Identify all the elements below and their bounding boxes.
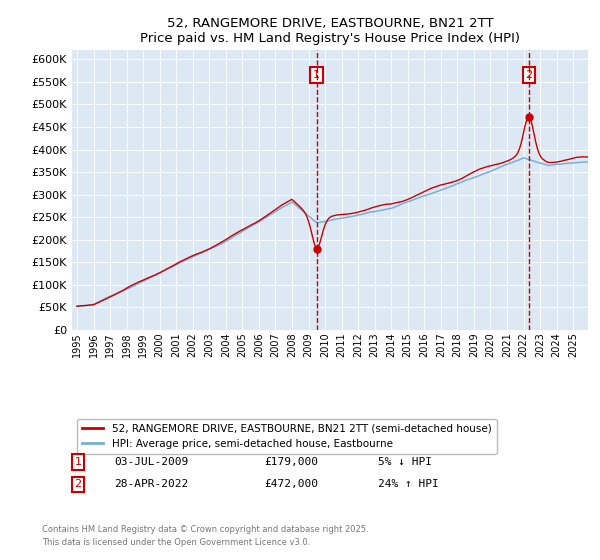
Text: £472,000: £472,000 xyxy=(264,479,318,489)
Text: 5% ↓ HPI: 5% ↓ HPI xyxy=(378,457,432,467)
Text: 1: 1 xyxy=(74,457,82,467)
Text: 28-APR-2022: 28-APR-2022 xyxy=(114,479,188,489)
Text: This data is licensed under the Open Government Licence v3.0.: This data is licensed under the Open Gov… xyxy=(42,538,310,547)
Text: 2: 2 xyxy=(526,70,533,80)
Text: 24% ↑ HPI: 24% ↑ HPI xyxy=(378,479,439,489)
Legend: 52, RANGEMORE DRIVE, EASTBOURNE, BN21 2TT (semi-detached house), HPI: Average pr: 52, RANGEMORE DRIVE, EASTBOURNE, BN21 2T… xyxy=(77,419,497,454)
Text: £179,000: £179,000 xyxy=(264,457,318,467)
Title: 52, RANGEMORE DRIVE, EASTBOURNE, BN21 2TT
Price paid vs. HM Land Registry's Hous: 52, RANGEMORE DRIVE, EASTBOURNE, BN21 2T… xyxy=(140,17,520,45)
Text: Contains HM Land Registry data © Crown copyright and database right 2025.: Contains HM Land Registry data © Crown c… xyxy=(42,525,368,534)
Text: 03-JUL-2009: 03-JUL-2009 xyxy=(114,457,188,467)
Text: 2: 2 xyxy=(74,479,82,489)
Text: 1: 1 xyxy=(313,70,320,80)
